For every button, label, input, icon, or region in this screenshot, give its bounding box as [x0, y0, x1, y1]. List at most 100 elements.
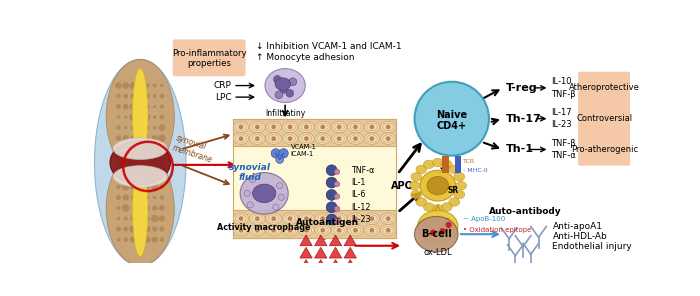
Circle shape: [124, 126, 127, 129]
Circle shape: [386, 136, 391, 141]
Circle shape: [123, 104, 129, 110]
Text: TNF-β: TNF-β: [551, 139, 575, 148]
Ellipse shape: [416, 165, 427, 173]
Circle shape: [337, 228, 342, 233]
Text: IL-23: IL-23: [351, 215, 370, 224]
Polygon shape: [329, 247, 342, 258]
Ellipse shape: [441, 203, 452, 211]
Circle shape: [159, 173, 165, 180]
Circle shape: [117, 217, 120, 220]
Circle shape: [337, 125, 342, 129]
Circle shape: [116, 146, 122, 152]
Ellipse shape: [454, 190, 465, 199]
Ellipse shape: [250, 213, 265, 224]
Circle shape: [255, 125, 260, 129]
Text: IL-10: IL-10: [551, 77, 571, 86]
Ellipse shape: [433, 158, 443, 167]
FancyBboxPatch shape: [233, 119, 396, 147]
Ellipse shape: [250, 121, 265, 133]
Circle shape: [247, 202, 253, 208]
Circle shape: [321, 216, 325, 221]
Ellipse shape: [106, 152, 174, 266]
Circle shape: [122, 173, 129, 179]
Circle shape: [326, 165, 337, 176]
Circle shape: [132, 206, 134, 210]
Ellipse shape: [348, 224, 363, 236]
Circle shape: [337, 136, 342, 141]
Polygon shape: [314, 247, 327, 258]
Circle shape: [138, 83, 143, 88]
Circle shape: [123, 226, 128, 231]
Circle shape: [275, 91, 283, 99]
Text: ox-LDL: ox-LDL: [424, 248, 452, 257]
Circle shape: [159, 205, 165, 211]
Circle shape: [280, 86, 288, 93]
FancyBboxPatch shape: [578, 72, 631, 104]
Circle shape: [354, 136, 358, 141]
Text: Anti-HDL-Ab: Anti-HDL-Ab: [552, 232, 608, 241]
Text: IL-17: IL-17: [551, 108, 572, 117]
Circle shape: [370, 228, 374, 233]
Circle shape: [239, 216, 244, 221]
Ellipse shape: [456, 181, 466, 190]
Circle shape: [289, 78, 297, 86]
Circle shape: [130, 103, 136, 110]
Circle shape: [153, 94, 157, 98]
FancyBboxPatch shape: [442, 156, 449, 173]
Text: Th-17: Th-17: [506, 114, 542, 124]
Text: B-cell: B-cell: [421, 229, 452, 239]
Polygon shape: [300, 235, 312, 246]
Ellipse shape: [113, 138, 167, 160]
Circle shape: [124, 217, 127, 221]
Text: ↑ Monocyte adhesion: ↑ Monocyte adhesion: [256, 53, 355, 62]
Text: Activity macrophage: Activity macrophage: [218, 223, 311, 232]
FancyBboxPatch shape: [233, 210, 396, 238]
Circle shape: [321, 125, 325, 129]
Ellipse shape: [106, 59, 174, 173]
Circle shape: [138, 174, 143, 179]
Circle shape: [286, 89, 294, 97]
Circle shape: [122, 183, 130, 191]
Circle shape: [151, 145, 158, 152]
Ellipse shape: [348, 133, 363, 144]
Ellipse shape: [266, 133, 281, 144]
Circle shape: [152, 205, 158, 211]
Ellipse shape: [233, 224, 248, 236]
Ellipse shape: [409, 181, 420, 190]
Circle shape: [144, 237, 150, 242]
Circle shape: [386, 125, 391, 129]
Text: IL-1: IL-1: [351, 178, 365, 187]
Text: Naive: Naive: [436, 110, 468, 120]
Circle shape: [145, 216, 150, 221]
Ellipse shape: [275, 78, 290, 90]
Text: CD4+: CD4+: [437, 121, 467, 131]
Circle shape: [288, 136, 293, 141]
Circle shape: [321, 136, 325, 141]
Circle shape: [335, 218, 339, 224]
Ellipse shape: [265, 69, 305, 102]
Circle shape: [158, 134, 166, 142]
Circle shape: [145, 174, 150, 179]
Circle shape: [152, 226, 158, 232]
Circle shape: [145, 205, 150, 210]
Circle shape: [354, 228, 358, 233]
Circle shape: [160, 195, 164, 200]
Ellipse shape: [331, 224, 347, 236]
Circle shape: [152, 237, 158, 243]
Ellipse shape: [233, 121, 248, 133]
Circle shape: [151, 215, 158, 222]
Circle shape: [116, 185, 120, 189]
Text: CRP: CRP: [214, 81, 232, 90]
Ellipse shape: [441, 160, 452, 168]
Circle shape: [249, 176, 256, 183]
Ellipse shape: [132, 164, 148, 257]
Circle shape: [116, 82, 122, 89]
Text: LPC: LPC: [215, 93, 232, 102]
Ellipse shape: [253, 184, 276, 202]
Ellipse shape: [364, 224, 379, 236]
Text: APC: APC: [391, 181, 413, 191]
Circle shape: [136, 124, 144, 131]
Circle shape: [430, 230, 436, 236]
Circle shape: [122, 82, 129, 89]
Ellipse shape: [266, 213, 281, 224]
